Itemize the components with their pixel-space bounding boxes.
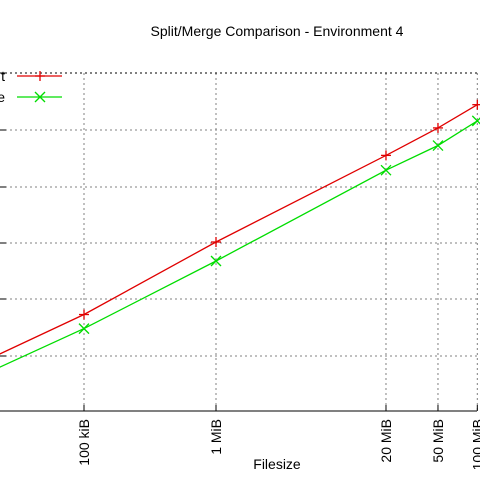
series-line-1 <box>0 104 478 355</box>
data-point <box>432 122 443 133</box>
legend-label: e <box>0 89 5 105</box>
data-point <box>472 99 480 110</box>
series-group <box>0 99 480 368</box>
legend-marker <box>35 71 45 81</box>
x-tick-label: 50 MiB <box>430 419 446 463</box>
data-point <box>432 140 444 151</box>
x-tick-label: 20 MiB <box>378 419 394 463</box>
legend: te <box>0 68 62 105</box>
data-point <box>211 237 221 247</box>
data-point <box>78 323 90 335</box>
axes <box>0 72 478 412</box>
data-point <box>471 115 480 127</box>
data-point <box>380 164 392 176</box>
chart-title: Split/Merge Comparison - Environment 4 <box>151 23 404 39</box>
legend-marker <box>34 91 46 103</box>
data-point <box>210 255 222 267</box>
grid <box>0 72 478 411</box>
legend-label: t <box>1 68 5 84</box>
x-tick-label: 1 MiB <box>208 419 224 455</box>
series-line-2 <box>0 120 478 368</box>
data-point <box>380 150 391 161</box>
x-axis-label: Filesize <box>253 456 301 472</box>
x-tick-label: 100 MiB <box>469 419 480 470</box>
x-tick-label: 100 kiB <box>76 419 92 466</box>
x-tick-labels: 100 kiB 1 MiB 20 MiB 50 MiB 100 MiB <box>76 419 480 470</box>
data-point <box>79 309 89 320</box>
